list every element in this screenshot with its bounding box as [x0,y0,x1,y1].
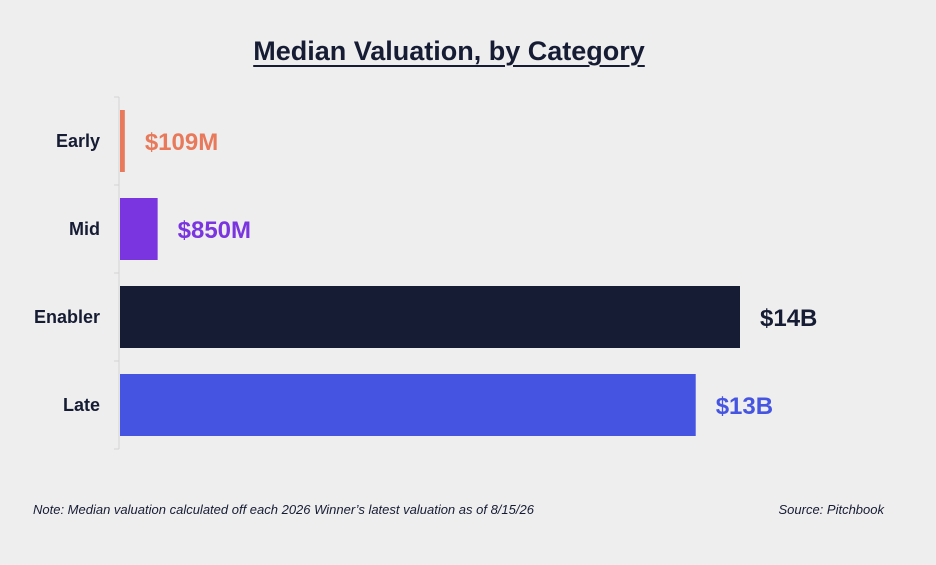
category-label-late: Late [63,395,100,415]
bar-mid [120,198,158,260]
bar-enabler [120,286,740,348]
value-label-enabler: $14B [760,305,817,332]
source-note: Source: Pitchbook [778,502,884,517]
chart-title: Median Valuation, by Category [253,36,645,66]
bar-late [120,374,696,436]
value-label-early: $109M [145,129,218,156]
footnote: Note: Median valuation calculated off ea… [33,502,534,517]
category-label-mid: Mid [69,219,100,239]
value-label-late: $13B [716,393,773,420]
bar-early [120,110,125,172]
category-label-early: Early [56,131,100,151]
value-label-mid: $850M [178,217,251,244]
category-label-enabler: Enabler [34,307,100,327]
